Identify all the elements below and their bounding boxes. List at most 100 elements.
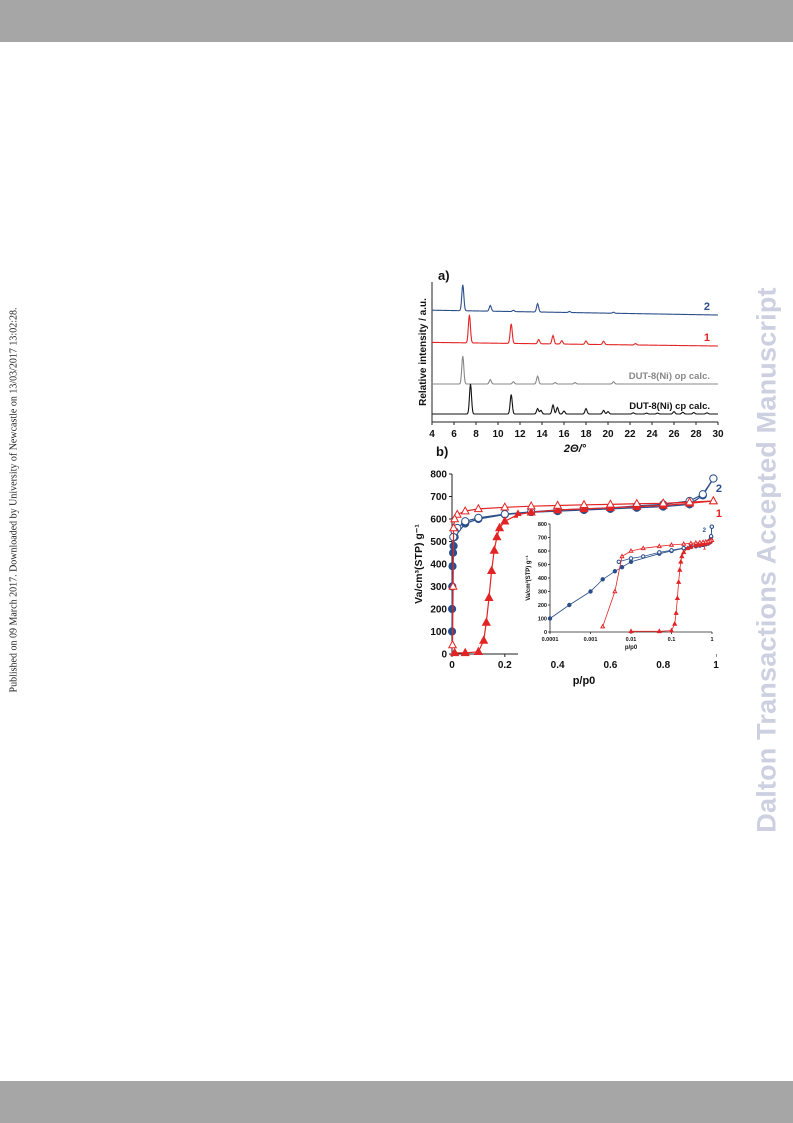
inset-data-point [688,543,694,549]
xrd-x-axis-label: 2Θ/° [563,443,587,455]
header-bar [0,0,793,42]
inset-data-point [700,539,706,545]
inset-y-tick-label: 100 [538,617,547,623]
iso-data-point [460,505,470,515]
xrd-x-tick-label: 22 [624,429,636,440]
inset-data-point [693,539,699,545]
iso-data-point [709,474,718,483]
iso-x-tick-label: 0.8 [656,660,670,671]
iso-data-point [484,592,494,601]
panel-label-b: b) [436,444,448,459]
inset-data-point [628,548,634,553]
iso-data-point [473,503,484,513]
xrd-pattern-line [432,383,718,415]
xrd-series-label: DUT-8(Ni) op calc. [629,371,710,382]
inset-data-point [676,579,682,584]
xrd-x-tick-label: 16 [558,429,570,440]
inset-x-axis-label: p/p0 [625,645,638,651]
inset-x-tick-label: 0.0001 [542,637,559,643]
inset-background [518,516,716,660]
inset-data-point [600,577,605,582]
inset-x-tick-label: 1 [710,637,713,643]
xrd-panel: a)4 6 8 10 12 14 16 18 20 22 24 26 28 302Θ/°Relative … [418,268,724,455]
iso-y-tick-label: 0 [441,650,447,661]
iso-data-point [579,499,589,509]
xrd-pattern-line [432,355,718,385]
inset-y-tick-label: 700 [538,536,547,542]
inset-data-point [547,616,553,621]
inset-y-tick-label: 300 [538,590,547,596]
iso-data-point [473,646,484,655]
panel-label-a: a) [438,268,450,283]
iso-series-label: 2 [716,483,722,495]
inset-x-tick-label: 0.01 [626,637,637,643]
iso-data-point [500,502,510,511]
iso-data-point [447,604,457,614]
iso-series-label: 1 [716,508,722,520]
iso-data-point [708,495,718,505]
iso-data-point [450,513,460,523]
inset-data-point [612,588,618,594]
inset-data-point [708,533,714,539]
xrd-x-tick-label: 14 [536,429,548,440]
xrd-x-tick-label: 28 [690,429,702,440]
inset-data-point [657,550,662,555]
inset-data-point [709,524,715,529]
iso-data-point [479,635,489,644]
inset-data-point [693,542,699,548]
inset-data-point [567,602,572,608]
inset-y-axis-label: Va/cm³(STP) g⁻¹ [525,555,532,601]
iso-x-tick-label: 0 [449,660,455,671]
inset-data-point [588,589,593,594]
iso-data-point [658,498,668,507]
iso-x-tick-label: 1 [713,660,719,671]
published-note-text: Published on 09 March 2017. Downloaded b… [8,307,20,693]
xrd-x-tick-label: 12 [514,429,526,440]
iso-data-point [460,647,470,657]
inset-data-point [684,545,691,551]
inset-data-point [672,620,678,626]
iso-data-point [552,500,563,509]
iso-data-point [494,522,505,532]
iso-data-point [474,513,483,522]
iso-data-point [552,504,563,514]
inset-data-point [668,627,675,633]
inset-y-tick-label: 200 [538,603,547,609]
iso-data-point [684,496,695,506]
iso-x-axis-label: p/p0 [573,675,596,687]
iso-data-point [450,647,460,657]
inset-data-point [668,541,675,547]
xrd-series-label: DUT-8(Ni) cp calc. [629,401,710,412]
inset-x-tick-label: 0.001 [584,637,598,643]
inset-data-point [656,628,662,634]
inset-data-point [673,610,679,615]
iso-data-point [526,507,536,516]
xrd-x-tick-label: 26 [668,429,680,440]
isotherm-inset: 0.0001 0.001 0.01 0.1 1 0 100 200 300 400 500 600 70… [518,516,716,660]
inset-data-point [681,549,687,555]
inset-series-label: 1 [703,546,707,552]
iso-y-tick-label: 400 [430,560,447,571]
xrd-x-tick-label: 4 [429,429,435,440]
iso-y-tick-label: 500 [430,537,447,548]
iso-x-tick-label: 0.4 [551,660,565,671]
inset-data-point [619,565,625,570]
iso-data-point [579,503,589,513]
inset-y-tick-label: 600 [538,549,547,555]
iso-series-line [451,500,714,646]
iso-data-point [698,490,707,499]
inset-data-point [612,569,618,574]
inset-data-point [679,553,685,559]
iso-data-point [461,517,470,526]
published-note: Published on 09 March 2017. Downloaded b… [0,0,28,1123]
xrd-pattern-line [431,314,719,347]
iso-data-point [489,545,499,554]
inset-y-tick-label: 400 [538,576,547,582]
inset-data-point [688,540,694,546]
inset-data-point [669,548,674,553]
inset-data-point [674,595,681,601]
inset-data-point [678,558,684,564]
iso-y-tick-label: 600 [430,515,447,526]
iso-data-point [492,531,502,541]
inset-series-label: 2 [703,528,707,534]
